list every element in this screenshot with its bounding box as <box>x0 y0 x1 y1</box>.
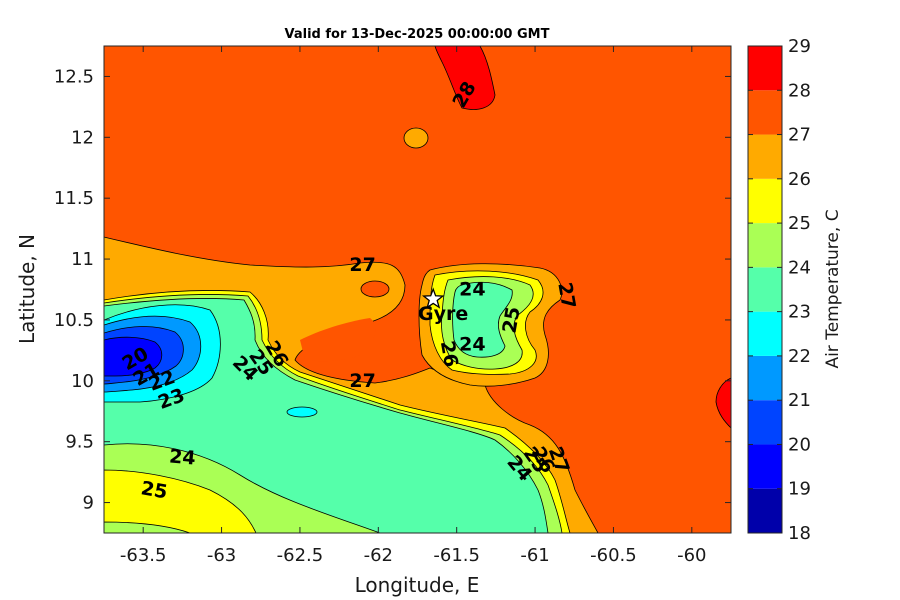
fill-region-19-20 <box>104 336 163 377</box>
colorbar-segment <box>748 223 782 268</box>
colorbar-segment <box>748 178 782 224</box>
contour-label: 25 <box>498 305 524 335</box>
y-tick-label: 10 <box>71 371 94 392</box>
y-axis-label: Latitude, N <box>15 234 39 344</box>
chart-title: Valid for 13-Dec-2025 00:00:00 GMT <box>285 27 550 42</box>
y-tick-label: 12.5 <box>54 66 94 87</box>
colorbar-tick-label: 24 <box>788 257 811 278</box>
colorbar-segment <box>748 444 782 489</box>
colorbar-tick-label: 26 <box>788 169 811 190</box>
y-tick-label: 9 <box>83 493 94 514</box>
fill-region-25-26-sw <box>104 469 257 533</box>
colorbar-frame <box>747 45 783 534</box>
colorbar-tick-label: 20 <box>788 434 811 455</box>
fill-region-27-28-east <box>715 377 731 429</box>
colorbar-tick-label: 23 <box>788 302 811 323</box>
fill-region-27-28-notch <box>300 318 376 362</box>
plot-frame <box>103 45 732 534</box>
contour-label: 24 <box>168 445 196 469</box>
colorbar-tick-label: 22 <box>788 346 811 367</box>
contour-label: 26 <box>436 339 462 369</box>
colorbar-tick-label: 21 <box>788 390 811 411</box>
fill-region-27-28-north <box>434 46 496 110</box>
x-tick-label: -62.5 <box>277 545 324 566</box>
fill-region-22-23-island <box>286 406 318 418</box>
x-axis-label: Longitude, E <box>355 573 480 597</box>
x-axis: -63.5 -63 -62.5 -62 -61.5 -61 -60.5 -60 <box>120 46 707 566</box>
plot-area <box>104 46 731 533</box>
star-icon <box>421 287 445 309</box>
x-tick-label: -61 <box>520 545 549 566</box>
contour-label: 27 <box>553 281 579 311</box>
contour-label: 24 <box>459 333 485 355</box>
colorbar-segment <box>748 311 782 356</box>
x-tick-label: -63.5 <box>120 545 167 566</box>
colorbar-tick-label: 18 <box>788 523 811 544</box>
colorbar-tick-label: 27 <box>788 125 811 146</box>
y-tick-label: 10.5 <box>54 310 94 331</box>
colorbar-segment <box>748 90 782 135</box>
y-axis: 9 9.5 10 10.5 11 11.5 12 12.5 <box>54 66 731 514</box>
colorbar-segment <box>748 355 782 401</box>
y-tick-label: 12 <box>71 127 94 148</box>
x-tick-label: -61.5 <box>433 545 480 566</box>
fill-region-27-28-island <box>360 280 390 298</box>
colorbar-label: Air Temperature, C <box>823 209 843 368</box>
colorbar-segment <box>748 267 782 312</box>
colorbar-tick-label: 19 <box>788 479 811 500</box>
contour-label: 24 <box>459 279 485 301</box>
gyre-label: Gyre <box>418 303 468 325</box>
x-tick-label: -62 <box>364 545 393 566</box>
fill-region-23-24-right <box>452 281 513 358</box>
x-tick-label: -60.5 <box>590 545 637 566</box>
gyre-marker: Gyre <box>418 287 468 325</box>
colorbar-tick-label: 28 <box>788 80 811 101</box>
contour-label: 27 <box>349 254 375 276</box>
x-tick-label: -60 <box>677 545 706 566</box>
colorbar-segment <box>748 46 782 91</box>
y-tick-label: 11 <box>71 249 94 270</box>
contour-label: 25 <box>139 477 169 503</box>
y-tick-label: 11.5 <box>54 188 94 209</box>
colorbar: 18 19 20 21 22 23 24 25 26 27 28 29 <box>747 36 811 544</box>
x-tick-label: -63 <box>207 545 236 566</box>
colorbar-tick-label: 29 <box>788 36 811 57</box>
fill-region-26-27-island <box>403 127 429 149</box>
colorbar-segment <box>748 400 782 445</box>
colorbar-segment <box>748 134 782 179</box>
colorbar-segment <box>748 488 782 533</box>
contour-label: 27 <box>349 370 375 392</box>
y-tick-label: 9.5 <box>65 432 94 453</box>
colorbar-tick-label: 25 <box>788 213 811 234</box>
